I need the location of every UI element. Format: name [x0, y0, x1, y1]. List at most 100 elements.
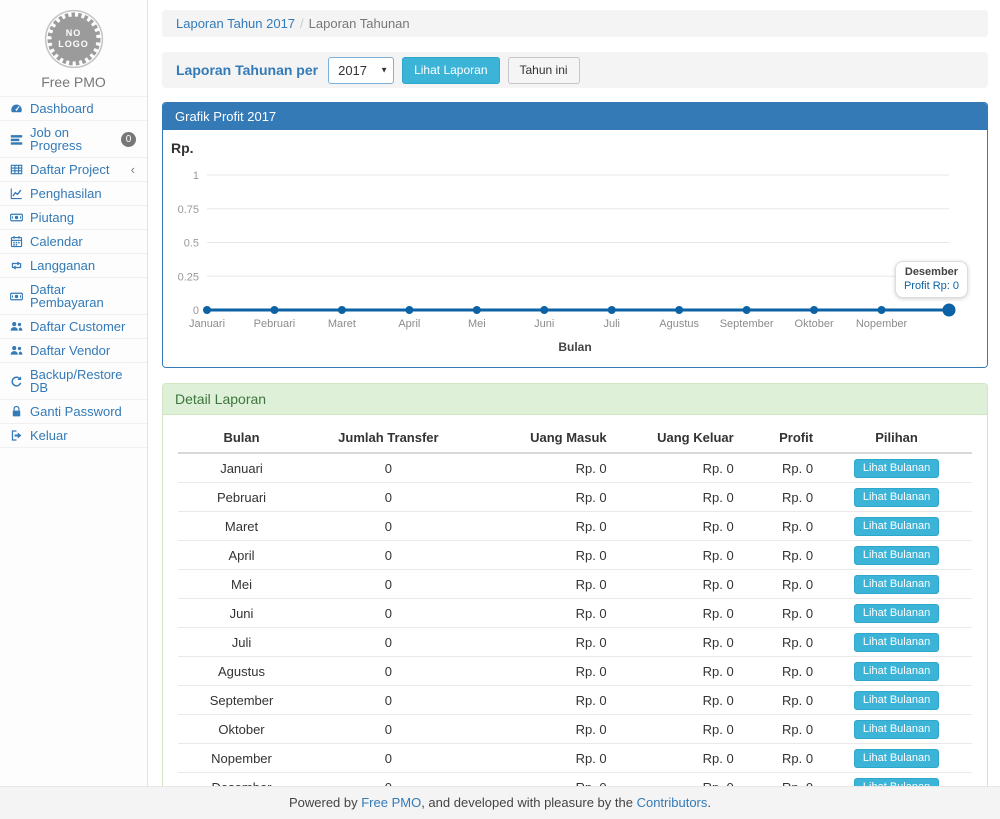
cell: Rp. 0	[471, 569, 615, 599]
cell: Rp. 0	[614, 714, 742, 744]
cell: Rp. 0	[471, 656, 615, 686]
x-tick-label: Pebruari	[254, 318, 296, 330]
action-cell: Lihat Bulanan	[821, 598, 972, 628]
cell: Nopember	[178, 743, 306, 773]
data-point-oktober[interactable]	[810, 306, 819, 314]
x-tick-label: September	[720, 318, 774, 330]
lihat-bulanan-button[interactable]: Lihat Bulanan	[853, 777, 940, 786]
cell: Rp. 0	[741, 772, 822, 786]
footer: Powered by Free PMO, and developed with …	[0, 786, 1000, 819]
cell: 0	[305, 656, 472, 686]
cell: Rp. 0	[471, 453, 615, 483]
x-tick-label: April	[398, 318, 420, 330]
cell: Rp. 0	[471, 482, 615, 512]
table-row: Januari 0 Rp. 0 Rp. 0 Rp. 0 Lihat Bulanan	[178, 453, 972, 483]
lihat-bulanan-button[interactable]: Lihat Bulanan	[853, 632, 940, 652]
data-point-mei[interactable]	[472, 306, 481, 314]
data-point-nopember[interactable]	[877, 306, 886, 314]
cell: Maret	[178, 511, 306, 541]
lihat-bulanan-button[interactable]: Lihat Bulanan	[853, 516, 940, 536]
detail-body: Bulan Jumlah Transfer Uang Masuk Uang Kelua…	[163, 415, 987, 786]
lihat-laporan-button[interactable]: Lihat Laporan	[402, 56, 500, 84]
brand-name: Free PMO	[41, 74, 106, 90]
y-tick-label: 0.75	[178, 204, 199, 216]
sidebar-item-daftar-pembayaran: Daftar Pembayaran	[0, 278, 147, 315]
action-cell: Lihat Bulanan	[821, 772, 972, 786]
data-point-agustus[interactable]	[675, 306, 684, 314]
sidebar-item-label: Calendar	[30, 234, 83, 249]
chart-canvas: 0 0.25 0.5 0.75 1 Januari Pebruari Maret April Me…	[178, 170, 956, 330]
data-point-maret[interactable]	[337, 306, 346, 314]
table-icon	[9, 163, 24, 176]
cell: 0	[305, 569, 472, 599]
action-cell: Lihat Bulanan	[821, 627, 972, 657]
cell: 0	[305, 482, 472, 512]
table-row: Juni 0 Rp. 0 Rp. 0 Rp. 0 Lihat Bulanan	[178, 598, 972, 628]
sidebar-link[interactable]: Keluar	[0, 424, 147, 447]
cell: Rp. 0	[741, 714, 822, 744]
data-point-desember[interactable]	[942, 303, 956, 317]
sidebar-link[interactable]: Backup/Restore DB	[0, 363, 147, 399]
report-table: Bulan Jumlah Transfer Uang Masuk Uang Kelua…	[178, 425, 972, 786]
sidebar-link[interactable]: Ganti Password	[0, 400, 147, 423]
sidebar-link[interactable]: Daftar Pembayaran	[0, 278, 147, 314]
lihat-bulanan-button[interactable]: Lihat Bulanan	[853, 661, 940, 681]
cell: Rp. 0	[614, 685, 742, 715]
logo: NO LOGO Free PMO	[0, 0, 147, 96]
sidebar-item-ganti-password: Ganti Password	[0, 400, 147, 424]
sidebar-link[interactable]: Daftar Vendor	[0, 339, 147, 362]
lihat-bulanan-button[interactable]: Lihat Bulanan	[853, 603, 940, 623]
free-pmo-link[interactable]: Free PMO	[361, 795, 422, 810]
cell: April	[178, 540, 306, 570]
lock-icon	[9, 405, 24, 418]
cell: Rp. 0	[741, 685, 822, 715]
sidebar-item-label: Ganti Password	[30, 404, 122, 419]
lihat-bulanan-button[interactable]: Lihat Bulanan	[853, 748, 940, 768]
contributors-link[interactable]: Contributors	[636, 795, 708, 810]
sidebar-link[interactable]: Penghasilan	[0, 182, 147, 205]
lihat-bulanan-button[interactable]: Lihat Bulanan	[853, 545, 940, 565]
cell: Rp. 0	[471, 540, 615, 570]
sidebar-link[interactable]: Daftar Customer	[0, 315, 147, 338]
data-point-juli[interactable]	[607, 306, 616, 314]
sidebar-link[interactable]: Daftar Project ‹	[0, 158, 147, 181]
chart-tooltip: Desember Profit Rp: 0	[894, 261, 968, 298]
tahun-ini-button[interactable]: Tahun ini	[507, 56, 580, 84]
sidebar-item-label: Dashboard	[30, 101, 94, 116]
cell: Rp. 0	[614, 453, 742, 483]
cell: Rp. 0	[741, 482, 822, 512]
sidebar-item-label: Daftar Project	[30, 162, 110, 177]
logo-gear-icon	[44, 9, 103, 69]
sign-out-icon	[9, 429, 24, 442]
cell: Rp. 0	[471, 743, 615, 773]
cell: 0	[305, 598, 472, 628]
sidebar-link[interactable]: Calendar	[0, 230, 147, 253]
x-tick-label: Januari	[189, 318, 225, 330]
data-point-september[interactable]	[742, 306, 751, 314]
data-point-januari[interactable]	[203, 306, 211, 314]
data-point-juni[interactable]	[540, 306, 549, 314]
sidebar-link[interactable]: Langganan	[0, 254, 147, 277]
action-cell: Lihat Bulanan	[821, 743, 972, 773]
sidebar-link[interactable]: Job on Progress 0	[0, 121, 147, 157]
breadcrumb-link[interactable]: Laporan Tahun 2017	[176, 16, 296, 31]
sidebar-item-label: Job on Progress	[30, 125, 83, 153]
sidebar-link[interactable]: Piutang	[0, 206, 147, 229]
lihat-bulanan-button[interactable]: Lihat Bulanan	[853, 574, 940, 594]
year-select[interactable]: 2017	[328, 56, 395, 84]
cell: Rp. 0	[471, 627, 615, 657]
cell: Rp. 0	[741, 453, 822, 483]
cell: September	[178, 685, 306, 715]
year-select-wrapper: 2017 ▼	[328, 56, 395, 84]
data-point-pebruari[interactable]	[270, 306, 279, 314]
action-cell: Lihat Bulanan	[821, 482, 972, 512]
cell: Rp. 0	[614, 772, 742, 786]
sidebar-item-langganan: Langganan	[0, 254, 147, 278]
data-point-april[interactable]	[405, 306, 414, 314]
sidebar-link[interactable]: Dashboard	[0, 97, 147, 120]
lihat-bulanan-button[interactable]: Lihat Bulanan	[853, 458, 940, 478]
cell: Rp. 0	[741, 540, 822, 570]
lihat-bulanan-button[interactable]: Lihat Bulanan	[853, 719, 940, 739]
lihat-bulanan-button[interactable]: Lihat Bulanan	[853, 690, 940, 710]
lihat-bulanan-button[interactable]: Lihat Bulanan	[853, 487, 940, 507]
